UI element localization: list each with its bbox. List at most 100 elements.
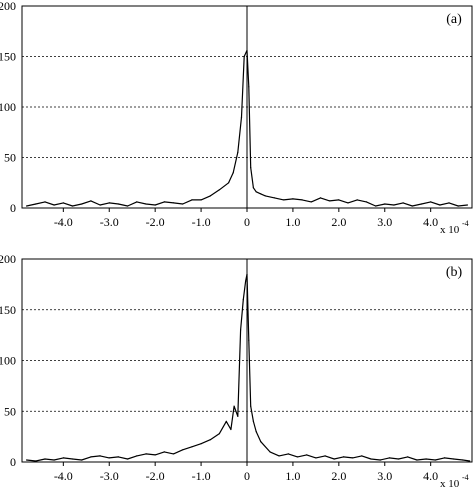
data-point: [26, 205, 28, 207]
data-point: [230, 428, 232, 431]
data-point: [252, 187, 254, 189]
data-point: [448, 202, 450, 204]
data-point: [420, 203, 423, 205]
data-point: [278, 455, 280, 457]
data-point: [136, 455, 138, 457]
y-tick-label: 100: [0, 354, 16, 368]
x-tick-label: 2.0: [331, 215, 346, 229]
data-point: [191, 446, 193, 448]
data-point: [228, 182, 230, 184]
x-tick-label: -1.0: [192, 215, 211, 229]
x-tick-label: 0: [244, 469, 250, 483]
data-point: [225, 420, 227, 422]
series-line-0: [26, 273, 470, 462]
data-point: [315, 457, 317, 459]
data-point: [172, 202, 175, 204]
data-point: [462, 459, 464, 461]
data-point: [108, 457, 110, 459]
data-point: [296, 456, 299, 458]
x-tick-label: 0: [244, 215, 250, 229]
y-tick-label: 0: [10, 201, 16, 215]
data-point: [361, 455, 363, 457]
panel-label: (b): [446, 265, 463, 280]
chart-panel-1: 0 50 100 150 200 -4.0 -3.0 -2.0 -1.0 0 1.0 2.0 3.0 4.…: [0, 252, 473, 488]
x-tick-label: -2.0: [146, 469, 165, 483]
y-tick-label: 200: [0, 0, 16, 13]
data-point: [457, 205, 459, 207]
data-point: [26, 459, 28, 461]
data-point: [35, 460, 37, 462]
data-point: [99, 455, 101, 457]
data-point: [333, 458, 335, 460]
data-point: [319, 197, 322, 199]
data-point: [117, 456, 119, 458]
chart-panel-0: 0 50 100 150 200 -4.0 -3.0 -2.0 -1.0 0 1.0 2.0 3.0 4.…: [0, 0, 473, 236]
data-point: [397, 458, 400, 460]
x-tick-label: 3.0: [377, 215, 392, 229]
x-tick-label: -3.0: [100, 469, 119, 483]
x-tick-label: 4.0: [423, 469, 438, 483]
x-tick-label: -2.0: [146, 215, 165, 229]
x-tick-label: -4.0: [54, 469, 73, 483]
data-point: [242, 299, 244, 301]
y-tick-label: 100: [0, 100, 16, 114]
y-tick-label: 150: [0, 303, 16, 317]
data-point: [172, 453, 175, 455]
data-point: [443, 457, 445, 459]
data-point: [71, 205, 74, 207]
data-point: [252, 420, 254, 422]
y-tick-label: 200: [0, 252, 16, 266]
data-point: [145, 203, 147, 205]
data-point: [246, 273, 248, 275]
data-point: [416, 459, 418, 461]
data-point: [306, 454, 308, 456]
data-point: [269, 451, 271, 453]
data-point: [232, 172, 234, 174]
data-point: [411, 205, 413, 207]
x-tick-label: 4.0: [423, 215, 438, 229]
data-point: [233, 405, 235, 407]
data-point: [255, 431, 257, 433]
data-point: [338, 199, 340, 201]
data-point: [81, 459, 83, 461]
data-point: [117, 203, 119, 205]
data-point: [243, 55, 245, 58]
data-point: [71, 458, 74, 460]
x-tick-label: 1.0: [285, 469, 300, 483]
data-point: [347, 202, 349, 204]
data-point: [127, 458, 129, 460]
data-point: [250, 167, 252, 169]
data-point: [154, 454, 156, 456]
data-point: [407, 456, 409, 458]
data-point: [218, 433, 220, 435]
data-point: [250, 405, 252, 407]
data-point: [35, 203, 37, 205]
data-point: [260, 193, 262, 195]
data-point: [264, 195, 266, 197]
data-point: [260, 441, 262, 443]
data-point: [163, 451, 165, 453]
data-point: [182, 203, 184, 205]
data-point: [154, 204, 156, 206]
data-point: [255, 191, 257, 193]
data-point: [209, 195, 211, 197]
y-tick-label: 150: [0, 50, 16, 64]
data-point: [191, 199, 193, 201]
data-point: [301, 199, 303, 201]
data-point: [388, 457, 390, 459]
x-tick-label: 1.0: [285, 215, 300, 229]
data-point: [53, 459, 55, 461]
data-point: [240, 116, 243, 118]
y-tick-label: 0: [10, 455, 16, 469]
data-point: [453, 458, 455, 460]
data-point: [81, 203, 83, 205]
data-point: [365, 201, 367, 203]
data-point: [402, 202, 404, 204]
data-point: [393, 204, 395, 206]
data-point: [425, 458, 427, 460]
data-point: [283, 199, 285, 201]
x-unit-label: x 10: [440, 478, 460, 488]
x-tick-label: 3.0: [377, 469, 392, 483]
data-point: [248, 86, 250, 88]
